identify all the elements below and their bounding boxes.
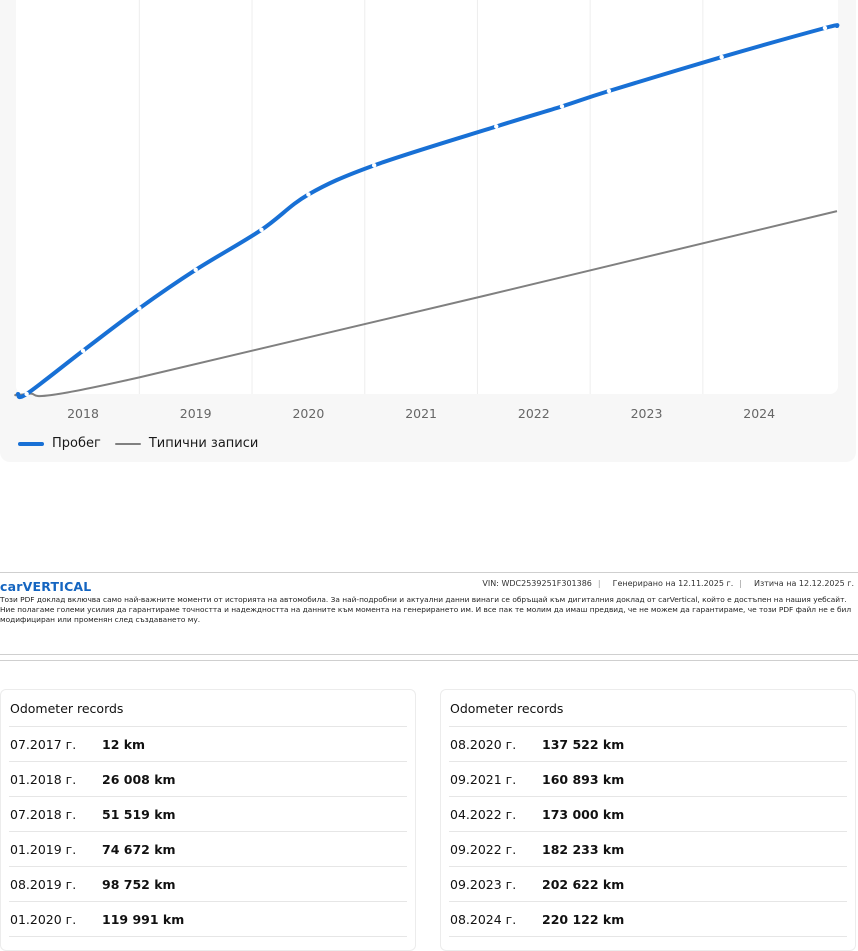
record-date: 07.2018 г. (10, 806, 77, 822)
legend-swatch-mileage (18, 441, 44, 446)
table-row: 08.2020 г. 137 522 km (449, 727, 847, 762)
mileage-point (80, 348, 86, 353)
series-typical-records (14, 210, 838, 398)
typical-records-line (14, 210, 838, 398)
legend-item-mileage[interactable]: Пробег (18, 436, 101, 451)
table-row: 09.2023 г. 202 622 km (449, 867, 847, 902)
record-date: 07.2017 г. (10, 736, 77, 752)
record-date: 01.2019 г. (10, 841, 77, 857)
mileage-point (371, 163, 377, 168)
mileage-point (822, 25, 828, 31)
mileage-chart-card (0, 0, 856, 462)
mileage-point (137, 306, 142, 311)
record-date: 01.2018 г. (10, 771, 77, 787)
record-mileage: 51 519 km (102, 806, 176, 822)
table-row: 01.2020 г. 119 991 km (9, 902, 407, 937)
odometer-records-left: Odometer records 07.2017 г. 12 km 01.2018 … (0, 689, 416, 951)
report-meta: VIN: WDC2539251F301386 | Генерирано на 12.… (482, 579, 854, 588)
record-mileage: 220 122 km (542, 911, 625, 927)
table-row: 04.2022 г. 173 000 km (449, 797, 847, 832)
legend-label-mileage: Пробег (52, 436, 101, 451)
mileage-line (16, 23, 840, 400)
record-mileage: 12 km (102, 736, 146, 752)
grid-lines (138, 0, 704, 394)
mileage-point (494, 124, 499, 129)
record-date: 01.2020 г. (10, 911, 77, 927)
table-row: 01.2019 г. 74 672 km (9, 832, 407, 867)
record-mileage: 26 008 km (102, 771, 176, 787)
mileage-point (24, 391, 29, 397)
table-row: 07.2017 г. 12 km (9, 727, 407, 762)
x-axis-ticks: 2018 2019 2020 2021 2022 2023 2024 (67, 406, 775, 421)
disclaimer-text: Този PDF доклад включва само най-важните… (0, 595, 852, 624)
mileage-point (606, 88, 612, 94)
mileage-point (259, 227, 264, 233)
legend-label-typical: Типични записи (148, 436, 259, 451)
record-mileage: 98 752 km (102, 876, 176, 892)
record-mileage: 202 622 km (542, 876, 625, 892)
x-tick-label: 2019 (180, 406, 212, 421)
x-tick-label: 2021 (405, 406, 437, 421)
records-title: Odometer records (450, 701, 564, 716)
record-mileage: 182 233 km (542, 841, 625, 857)
record-date: 09.2023 г. (450, 876, 517, 892)
x-tick-label: 2023 (631, 406, 663, 421)
x-tick-label: 2018 (67, 406, 99, 421)
record-mileage: 119 991 km (102, 911, 185, 927)
table-row: 07.2018 г. 51 519 km (9, 797, 407, 832)
divider (0, 660, 858, 661)
pdf-header: carVERTICAL VIN: WDC2539251F301386 | Генер… (0, 572, 858, 624)
record-mileage: 160 893 km (542, 771, 625, 787)
x-tick-label: 2024 (743, 406, 775, 421)
legend-item-typical[interactable]: Типични записи (114, 436, 259, 451)
mileage-point (719, 54, 724, 60)
mileage-point (193, 267, 198, 273)
plot-area (16, 0, 838, 394)
vin-text: VIN: WDC2539251F301386 (482, 579, 592, 588)
series-mileage (16, 23, 840, 400)
record-mileage: 173 000 km (542, 806, 625, 822)
legend-swatch-typical (114, 442, 141, 445)
mileage-point (559, 104, 565, 109)
record-date: 09.2022 г. (450, 841, 517, 857)
chart-legend: Пробег Типични записи (18, 436, 272, 451)
record-date: 08.2024 г. (450, 911, 517, 927)
mileage-point (306, 192, 311, 197)
record-date: 08.2019 г. (10, 876, 77, 892)
table-row: 09.2021 г. 160 893 km (449, 762, 847, 797)
table-row: 01.2018 г. 26 008 km (9, 762, 407, 797)
x-tick-label: 2020 (292, 406, 324, 421)
carvertical-logo: carVERTICAL (0, 579, 92, 594)
x-tick-label: 2022 (518, 406, 550, 421)
record-mileage: 74 672 km (102, 841, 176, 857)
record-date: 09.2021 г. (450, 771, 517, 787)
records-title: Odometer records (10, 701, 124, 716)
odometer-records-right: Odometer records 08.2020 г. 137 522 km 09.… (440, 689, 856, 951)
generated-date: Генерирано на 12.11.2025 г. (612, 579, 734, 588)
table-row: 08.2019 г. 98 752 km (9, 867, 407, 902)
record-date: 08.2020 г. (450, 736, 517, 752)
table-row: 08.2024 г. 220 122 km (449, 902, 847, 937)
table-row: 09.2022 г. 182 233 km (449, 832, 847, 867)
expires-date: Изтича на 12.12.2025 г. (753, 579, 854, 588)
mileage-chart: 2018 2019 2020 2021 2022 2023 2024 (14, 0, 840, 421)
record-date: 04.2022 г. (450, 806, 517, 822)
record-mileage: 137 522 km (542, 736, 625, 752)
divider (0, 654, 858, 655)
